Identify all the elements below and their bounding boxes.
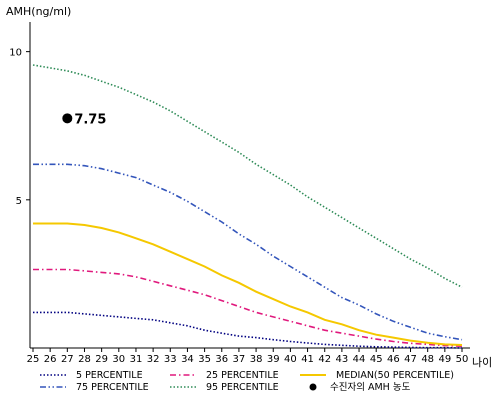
x-tick-label: 37 [233,354,246,365]
x-tick-label: 49 [438,354,451,365]
patient-marker-group: 7.75 [62,112,106,127]
x-tick-label: 44 [353,354,366,365]
legend-marker-label: 수진자의 AMH 농도 [330,382,411,393]
series-line-3 [33,163,463,341]
x-tick-label: 33 [164,354,177,365]
legend-label-0: 5 PERCENTILE [76,370,143,381]
x-tick-label: 30 [112,354,125,365]
x-tick-label: 27 [61,354,74,365]
x-tick-label: 26 [44,354,57,365]
x-tick-label: 35 [198,354,211,365]
x-axis-title: 나이 [472,356,492,369]
y-ticks: 5 10 [9,48,30,207]
x-tick-label: 40 [284,354,297,365]
y-tick-label: 10 [9,48,22,59]
legend-label-3: 75 PERCENTILE [76,382,149,393]
x-tick-label: 46 [387,354,400,365]
x-tick-label: 34 [181,354,194,365]
series-lines [32,64,463,349]
series-line-4 [32,64,463,288]
x-tick-label: 36 [215,354,228,365]
legend-label-1: 25 PERCENTILE [206,370,279,381]
x-tick-label: 31 [130,354,143,365]
x-tick-label: 45 [370,354,383,365]
x-tick-label: 39 [267,354,280,365]
x-tick-label: 28 [78,354,91,365]
patient-amh-label: 7.75 [74,112,106,127]
x-tick-label: 41 [301,354,314,365]
x-tick-label: 38 [250,354,263,365]
x-tick-label: 42 [318,354,331,365]
patient-amh-marker [62,113,73,124]
x-tick-label: 47 [404,354,417,365]
x-tick-label: 48 [421,354,434,365]
y-axis-title: AMH(ng/ml) [6,5,71,18]
legend: 5 PERCENTILE 25 PERCENTILE MEDIAN(50 PERCE… [40,370,454,393]
legend-label-2: MEDIAN(50 PERCENTILE) [336,370,454,381]
x-tick-label: 50 [456,354,469,365]
y-tick-label: 5 [16,196,22,207]
legend-marker-dot [309,383,317,391]
x-ticks: 25 26 27 28 29 30 31 32 33 34 35 36 37 38 39 40 41 42 43 44… [27,348,469,365]
legend-label-4: 95 PERCENTILE [206,382,279,393]
x-tick-label: 43 [336,354,349,365]
x-tick-label: 29 [95,354,108,365]
x-tick-label: 25 [27,354,40,365]
series-line-2 [33,222,463,346]
series-line-1 [33,268,463,347]
x-tick-label: 32 [147,354,160,365]
